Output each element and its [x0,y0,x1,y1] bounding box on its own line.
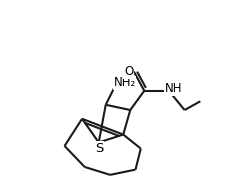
Text: S: S [95,142,104,155]
Text: NH₂: NH₂ [114,76,136,89]
Text: NH: NH [165,82,182,96]
Text: O: O [124,65,133,78]
